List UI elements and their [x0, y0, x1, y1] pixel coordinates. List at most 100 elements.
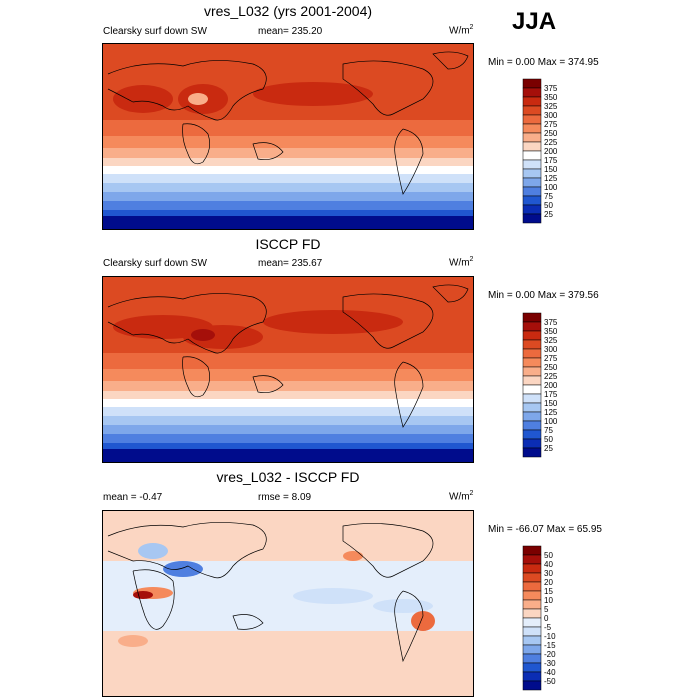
- colorbar-box: [522, 563, 542, 574]
- panel-1-colorbar: 375 350 325 300 275 250 225 200 175 150 125 100 75 50…: [522, 78, 582, 226]
- season-label: JJA: [512, 8, 557, 35]
- colorbar-tick-label: 0: [544, 614, 549, 623]
- colorbar-box: [522, 321, 542, 332]
- panel-2-mean-label: mean= 235.67: [258, 258, 323, 269]
- panel-1-map: [102, 43, 474, 230]
- colorbar-tick-label: -20: [544, 650, 556, 659]
- colorbar-tick-label: 75: [544, 192, 553, 201]
- colorbar-box: [522, 375, 542, 386]
- colorbar-box: [522, 608, 542, 619]
- colorbar-box: [522, 357, 542, 368]
- colorbar-tick-label: 20: [544, 578, 553, 587]
- colorbar-tick-label: 200: [544, 381, 558, 390]
- colorbar-tick-label: 350: [544, 93, 558, 102]
- panel-3-units: W/m2: [449, 490, 474, 503]
- colorbar-tick-label: 125: [544, 174, 558, 183]
- panel-2-variable-label: Clearsky surf down SW: [103, 258, 207, 269]
- colorbar-box: [522, 402, 542, 413]
- panel-2-colorbar: 375 350 325 300 275 250 225 200 175 150 125 100 75 50…: [522, 312, 582, 460]
- colorbar-box: [522, 105, 542, 116]
- colorbar-box: [522, 132, 542, 143]
- colorbar-box: [522, 590, 542, 601]
- colorbar-box: [522, 599, 542, 610]
- colorbar-tick-label: 150: [544, 165, 558, 174]
- colorbar-tick-label: 175: [544, 156, 558, 165]
- colorbar-box: [522, 339, 542, 350]
- colorbar-box: [522, 644, 542, 655]
- panel-3-minmax: Min = -66.07 Max = 65.95: [488, 524, 602, 535]
- colorbar-tick-label: 15: [544, 587, 553, 596]
- colorbar-tick-label: 150: [544, 399, 558, 408]
- colorbar-box: [522, 168, 542, 179]
- panel-3-colorbar: 50 40 30 20 15 10 5 0 -5 -10 -15 -20 -30 -40 -50: [522, 545, 582, 693]
- colorbar-box: [522, 123, 542, 134]
- panel-1-mean-label: mean= 235.20: [258, 26, 323, 37]
- colorbar-tick-label: 325: [544, 336, 558, 345]
- colorbar-tick-label: -15: [544, 641, 556, 650]
- colorbar-tick-label: 30: [544, 569, 553, 578]
- panel-1-variable-label: Clearsky surf down SW: [103, 26, 207, 37]
- colorbar-box: [522, 438, 542, 449]
- colorbar-box: [522, 572, 542, 583]
- colorbar-tick-label: 225: [544, 138, 558, 147]
- colorbar-box: [522, 447, 542, 458]
- colorbar-box: [522, 411, 542, 422]
- colorbar-box: [522, 635, 542, 646]
- colorbar-box: [522, 96, 542, 107]
- colorbar-box: [522, 114, 542, 125]
- colorbar-tick-label: 100: [544, 417, 558, 426]
- colorbar-tick-label: 200: [544, 147, 558, 156]
- colorbar-tick-label: -5: [544, 623, 552, 632]
- colorbar-tick-label: -40: [544, 668, 556, 677]
- colorbar-box: [522, 680, 542, 691]
- colorbar-box: [522, 330, 542, 341]
- colorbar-tick-label: 50: [544, 435, 553, 444]
- panel-2-map: [102, 276, 474, 463]
- panel-1-minmax: Min = 0.00 Max = 374.95: [488, 57, 599, 68]
- colorbar-tick-label: 250: [544, 363, 558, 372]
- colorbar-tick-label: -50: [544, 677, 556, 686]
- colorbar-box: [522, 204, 542, 215]
- colorbar-tick-label: 25: [544, 444, 553, 453]
- colorbar-box: [522, 177, 542, 188]
- colorbar-box: [522, 87, 542, 98]
- colorbar-box: [522, 429, 542, 440]
- colorbar-tick-label: 350: [544, 327, 558, 336]
- panel-2-minmax: Min = 0.00 Max = 379.56: [488, 290, 599, 301]
- colorbar-tick-label: 10: [544, 596, 553, 605]
- colorbar-tick-label: 75: [544, 426, 553, 435]
- panel-3-title: vres_L032 - ISCCP FD: [216, 469, 360, 485]
- colorbar-tick-label: 250: [544, 129, 558, 138]
- colorbar-tick-label: 300: [544, 111, 558, 120]
- colorbar-tick-label: 125: [544, 408, 558, 417]
- colorbar-tick-label: 25: [544, 210, 553, 219]
- colorbar-box: [522, 348, 542, 359]
- colorbar-box: [522, 384, 542, 395]
- colorbar-tick-label: -30: [544, 659, 556, 668]
- colorbar-box: [522, 312, 542, 323]
- colorbar-tick-label: 325: [544, 102, 558, 111]
- panel-2-title: ISCCP FD: [255, 236, 321, 252]
- colorbar-box: [522, 150, 542, 161]
- colorbar-box: [522, 195, 542, 206]
- colorbar-tick-label: 175: [544, 390, 558, 399]
- panel-3-rmse-label: rmse = 8.09: [258, 492, 312, 503]
- colorbar-box: [522, 662, 542, 673]
- colorbar-tick-label: 275: [544, 354, 558, 363]
- colorbar-box: [522, 366, 542, 377]
- colorbar-tick-label: 300: [544, 345, 558, 354]
- colorbar-box: [522, 653, 542, 664]
- colorbar-box: [522, 671, 542, 682]
- colorbar-box: [522, 420, 542, 431]
- colorbar-box: [522, 581, 542, 592]
- colorbar-tick-label: 375: [544, 84, 558, 93]
- colorbar-box: [522, 78, 542, 89]
- panel-3-map: [102, 510, 474, 697]
- colorbar-tick-label: 225: [544, 372, 558, 381]
- colorbar-tick-label: 275: [544, 120, 558, 129]
- colorbar-box: [522, 545, 542, 556]
- panel-2-units: W/m2: [449, 256, 474, 269]
- colorbar-tick-label: -10: [544, 632, 556, 641]
- colorbar-box: [522, 617, 542, 628]
- colorbar-tick-label: 50: [544, 551, 553, 560]
